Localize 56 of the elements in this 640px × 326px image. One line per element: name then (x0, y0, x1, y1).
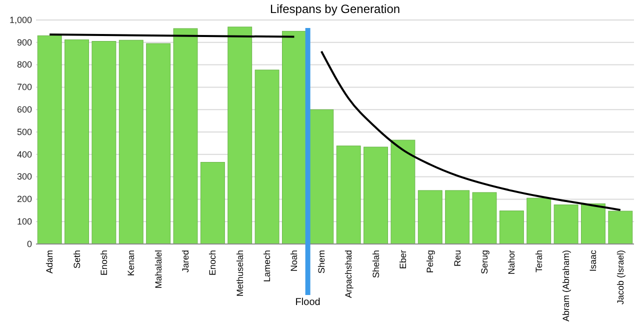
y-tick-label: 500 (16, 126, 32, 137)
bar (173, 28, 198, 244)
bar (200, 162, 225, 244)
x-tick-label: Eber (398, 250, 408, 270)
x-tick-label: Enosh (98, 250, 109, 276)
y-tick-label: 1,000 (9, 14, 32, 25)
x-tick-label: Mahalalel (153, 250, 164, 289)
bar (254, 70, 280, 244)
y-tick-label: 400 (16, 149, 32, 160)
bar (526, 198, 552, 244)
line-series (320, 50, 622, 211)
x-tick-label: Peleg (425, 250, 436, 274)
bar (228, 26, 252, 244)
x-tick-label: Methuselah (234, 250, 245, 297)
x-tick-label: Noah (289, 250, 300, 272)
x-tick-label: Abram (Abraham) (561, 250, 572, 322)
bar (146, 43, 171, 244)
x-tick-label: Nahor (506, 250, 517, 275)
bar (118, 40, 144, 244)
x-tick-label: Enoch (208, 250, 218, 276)
x-tick-label: Serug (480, 250, 490, 274)
bar (418, 190, 442, 244)
bar (37, 35, 62, 244)
y-tick-label: 0 (26, 238, 32, 249)
y-tick-label: 300 (16, 172, 32, 182)
bar (64, 39, 89, 244)
y-tick-label: 800 (16, 60, 32, 70)
y-tick-label: 600 (16, 104, 32, 114)
y-tick-label: 100 (16, 216, 32, 226)
band-label: Flood (295, 297, 320, 308)
bar (499, 210, 524, 244)
bar (554, 204, 578, 244)
bar (472, 192, 497, 244)
x-tick-label: Arpachshad (344, 250, 354, 298)
bar (581, 203, 606, 244)
x-tick-label: Jared (180, 250, 190, 273)
x-tick-label: Isaac (588, 250, 598, 272)
bar (364, 146, 388, 244)
x-tick-label: Jacob (Israel) (615, 250, 626, 305)
x-tick-label: Lamech (262, 250, 272, 282)
bar (445, 190, 470, 244)
x-tick-label: Reu (452, 250, 462, 267)
bar (92, 41, 116, 244)
x-tick-label: Seth (72, 250, 82, 269)
chart-title: Lifespans by Generation (270, 2, 400, 16)
bar (336, 146, 361, 244)
x-tick-label: Kenan (126, 250, 136, 276)
y-tick-label: 200 (16, 194, 32, 204)
y-tick-label: 700 (16, 82, 32, 92)
bar (608, 210, 633, 244)
x-tick-label: Adam (44, 250, 55, 274)
x-tick-label: Terah (534, 250, 544, 273)
x-tick-label: Shem (316, 250, 326, 274)
y-tick-label: 900 (16, 37, 32, 48)
x-tick-label: Shelah (370, 250, 381, 278)
bar (390, 140, 416, 244)
